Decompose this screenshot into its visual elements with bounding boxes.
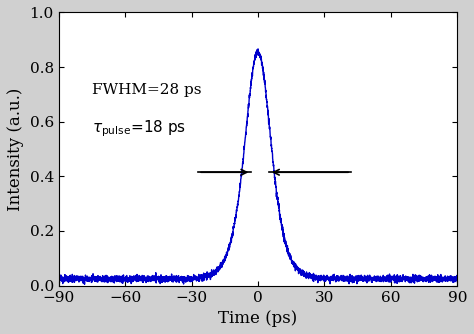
X-axis label: Time (ps): Time (ps) (219, 310, 298, 327)
Text: $\tau_{\rm pulse}$=18 ps: $\tau_{\rm pulse}$=18 ps (92, 119, 186, 139)
Text: FWHM=28 ps: FWHM=28 ps (92, 84, 201, 98)
Y-axis label: Intensity (a.u.): Intensity (a.u.) (7, 88, 24, 211)
